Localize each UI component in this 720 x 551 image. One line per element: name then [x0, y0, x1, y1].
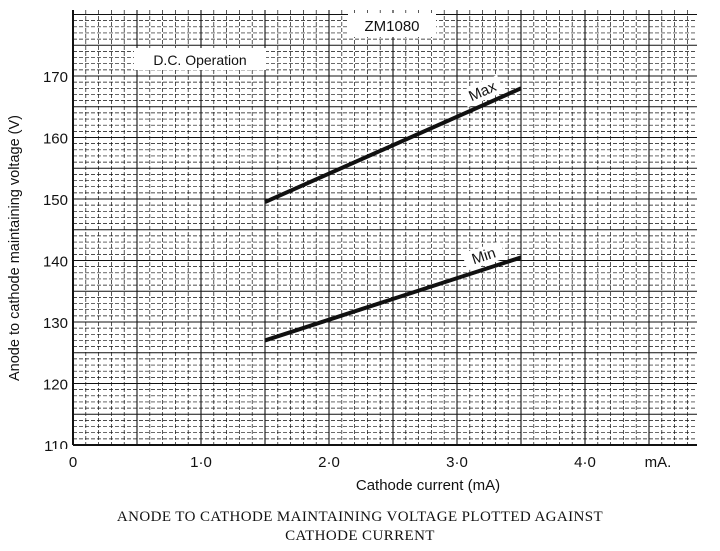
y-axis-label: Anode to cathode maintaining voltage (V)	[7, 115, 23, 381]
series-line-max	[264, 86, 522, 204]
y-tick-label-bg	[34, 250, 70, 269]
series-label-bg	[461, 241, 506, 271]
y-tick-label: 160	[43, 131, 68, 148]
y-tick-label-bg	[34, 312, 70, 330]
x-tick-label: 3·0	[446, 454, 468, 471]
x-axis-label: Cathode current (mA)	[356, 477, 500, 494]
x-tick-label: 4·0	[574, 454, 596, 471]
y-tick-label-bg	[34, 66, 70, 84]
x-unit-box	[636, 449, 680, 471]
grid	[72, 10, 697, 446]
y-tick-label-bg	[34, 373, 70, 392]
y-tick-label: 120	[43, 377, 68, 394]
x-tick-label-bg	[181, 449, 221, 469]
x-tick-label: 2·0	[318, 454, 340, 471]
x-tick-label: 0	[69, 454, 77, 471]
x-label-box	[326, 472, 530, 496]
x-tick-label-bg	[565, 449, 605, 469]
y-tick-label-bg	[34, 127, 70, 146]
x-tick-label-bg	[437, 449, 477, 469]
series-label-min: Min	[470, 245, 498, 269]
annotation-box	[134, 48, 266, 70]
y-tick-label-bg	[34, 189, 70, 207]
chart-title: ZM1080	[364, 18, 419, 35]
y-tick-label: 130	[43, 315, 68, 332]
x-tick-label: 1·0	[190, 454, 212, 471]
y-tick-label: 170	[43, 69, 68, 86]
y-tick-label: 140	[43, 254, 68, 271]
x-tick-label-bg	[309, 449, 349, 469]
series-label-bg	[460, 74, 505, 108]
y-tick-label-bg	[34, 435, 70, 453]
caption-line-2: CATHODE CURRENT	[285, 528, 435, 544]
x-unit-label: mA.	[645, 454, 672, 471]
x-tick-label-bg	[53, 449, 93, 469]
series-line-min	[264, 255, 522, 343]
caption-line-1: ANODE TO CATHODE MAINTAINING VOLTAGE PLO…	[116, 509, 604, 525]
annotation-dc-operation: D.C. Operation	[153, 52, 246, 68]
title-box	[348, 13, 436, 37]
y-tick-label: 150	[43, 192, 68, 209]
